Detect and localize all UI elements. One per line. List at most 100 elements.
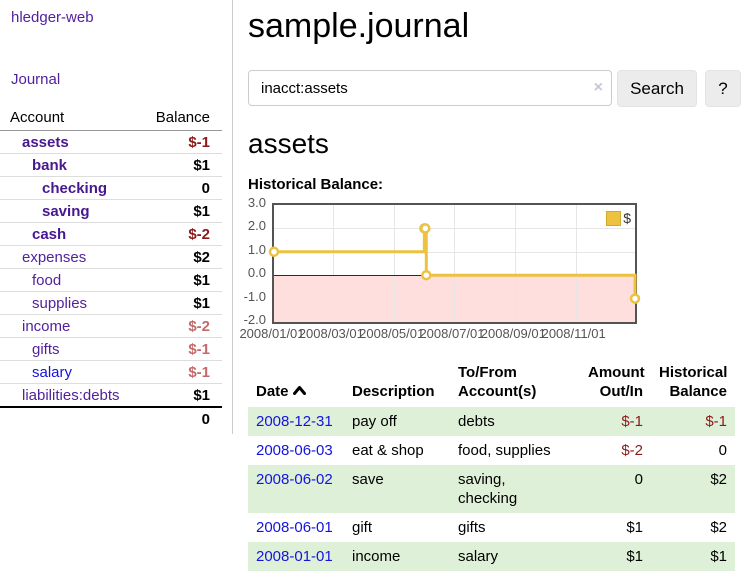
account-link[interactable]: saving — [42, 203, 90, 220]
x-axis-label: 2008/05/01 — [359, 326, 425, 341]
data-point-marker — [420, 223, 431, 234]
account-balance: $-1 — [142, 337, 222, 361]
account-row: food $1 — [0, 268, 222, 292]
account-row: income $-2 — [0, 314, 222, 338]
transaction-date-link[interactable]: 2008-01-01 — [256, 548, 333, 565]
y-axis-label: 3.0 — [247, 195, 266, 210]
gridline — [575, 205, 577, 322]
account-balance: $-1 — [142, 130, 222, 154]
data-point-marker — [268, 246, 280, 258]
app-title-link[interactable]: hledger-web — [11, 9, 94, 26]
transaction-amount: $-1 — [621, 413, 643, 430]
account-row: salary $-1 — [0, 360, 222, 384]
transaction-accounts: salary — [458, 548, 499, 565]
transaction-amount: $-2 — [621, 442, 643, 459]
data-point-marker — [629, 293, 641, 304]
gridline — [454, 205, 455, 322]
y-axis-label: -1.0 — [243, 288, 266, 304]
sort-ascending-icon — [292, 381, 306, 400]
transaction-accounts: food, supplies — [458, 442, 551, 459]
y-axis-label: -2.0 — [243, 312, 266, 327]
account-column-header: Account — [0, 106, 143, 131]
y-axis-label: 1.0 — [247, 241, 266, 257]
x-axis-label: 2008/07/01 — [419, 326, 485, 341]
account-link[interactable]: supplies — [32, 295, 88, 312]
account-link[interactable]: liabilities:debts — [22, 387, 120, 404]
transaction-description: eat & shop — [352, 442, 424, 459]
transactions-table: Date Description To/From Account(s) Amou… — [248, 361, 735, 571]
chart-title: Historical Balance: — [248, 176, 384, 193]
account-row: expenses $2 — [0, 245, 222, 269]
account-link[interactable]: food — [32, 272, 62, 289]
account-link[interactable]: cash — [32, 226, 67, 243]
y-axis-label: 0.0 — [247, 265, 266, 281]
transaction-row[interactable]: 2008-06-01 gift gifts $1 $2 — [248, 513, 735, 542]
transaction-description: save — [352, 471, 384, 488]
account-balance-table: Account Balance assets $-1 bank $1 checking 0… — [0, 106, 222, 430]
account-heading: assets — [248, 128, 329, 159]
legend-swatch — [606, 210, 622, 226]
clear-search-icon[interactable]: × — [593, 79, 603, 96]
chart-legend: $ — [606, 210, 631, 226]
transaction-date-link[interactable]: 2008-12-31 — [256, 413, 333, 430]
search-form: × Search ? — [248, 70, 741, 107]
balance-column-header: Balance — [142, 106, 222, 131]
account-link[interactable]: income — [22, 318, 71, 335]
transaction-description: income — [352, 548, 401, 565]
account-link[interactable]: salary — [32, 364, 73, 381]
transaction-balance: 0 — [718, 442, 727, 459]
page-title: sample.journal — [248, 7, 470, 45]
search-button[interactable]: Search — [617, 70, 697, 107]
account-balance: $1 — [142, 383, 222, 407]
date-column-header[interactable]: Date — [248, 361, 344, 407]
sidebar: hledger-web Journal Account Balance asse… — [0, 0, 232, 582]
account-row: gifts $-1 — [0, 337, 222, 361]
help-button[interactable]: ? — [705, 70, 741, 107]
total-row: 0 — [0, 406, 222, 430]
balance-line-svg — [268, 223, 641, 304]
account-balance: $-1 — [142, 360, 222, 384]
legend-label: $ — [623, 210, 631, 226]
gridline — [515, 205, 517, 322]
account-row: bank $1 — [0, 153, 222, 177]
transaction-accounts: gifts — [458, 519, 486, 536]
gridline — [333, 205, 335, 322]
account-row: checking 0 — [0, 176, 222, 200]
data-point-marker — [421, 269, 432, 281]
transaction-date-link[interactable]: 2008-06-01 — [256, 519, 333, 536]
transaction-date-link[interactable]: 2008-06-02 — [256, 471, 333, 488]
transaction-date-link[interactable]: 2008-06-03 — [256, 442, 333, 459]
account-balance: $1 — [142, 153, 222, 177]
transaction-row[interactable]: 2008-06-02 save saving, checking 0 $2 — [248, 465, 735, 513]
sidebar-item-journal[interactable]: Journal — [11, 71, 61, 88]
account-link[interactable]: checking — [42, 180, 108, 197]
search-input[interactable] — [248, 70, 612, 106]
account-link[interactable]: assets — [22, 134, 69, 151]
account-balance: $1 — [142, 199, 222, 223]
transaction-accounts: debts — [458, 413, 495, 430]
transaction-balance: $-1 — [705, 413, 727, 430]
main-content: sample.journal × Search ? assets Histori… — [239, 0, 741, 571]
y-axis-label: 2.0 — [247, 218, 266, 234]
x-axis-label: 2008/03/01 — [298, 326, 364, 341]
sidebar-divider — [232, 0, 233, 434]
account-row: assets $-1 — [0, 130, 222, 154]
transaction-row[interactable]: 2008-01-01 income salary $1 $1 — [248, 542, 735, 571]
account-balance: $-2 — [142, 222, 222, 246]
x-axis-label: 2008/01/01 — [239, 326, 305, 341]
balance-column-header-tx: Historical Balance — [659, 364, 728, 400]
transaction-row[interactable]: 2008-12-31 pay off debts $-1 $-1 — [248, 407, 735, 436]
transaction-amount: $1 — [626, 519, 643, 536]
account-link[interactable]: expenses — [22, 249, 87, 266]
total-balance: 0 — [142, 406, 222, 430]
account-row: supplies $1 — [0, 291, 222, 315]
transaction-balance: $2 — [710, 519, 727, 536]
gridline — [393, 205, 395, 322]
transaction-row[interactable]: 2008-06-03 eat & shop food, supplies $-2 0 — [248, 436, 735, 465]
description-column-header: Description — [352, 383, 435, 400]
account-row: saving $1 — [0, 199, 222, 223]
account-row: liabilities:debts $1 — [0, 383, 222, 407]
transaction-accounts: saving, checking — [458, 471, 518, 507]
account-link[interactable]: bank — [32, 157, 68, 174]
account-link[interactable]: gifts — [32, 341, 60, 358]
